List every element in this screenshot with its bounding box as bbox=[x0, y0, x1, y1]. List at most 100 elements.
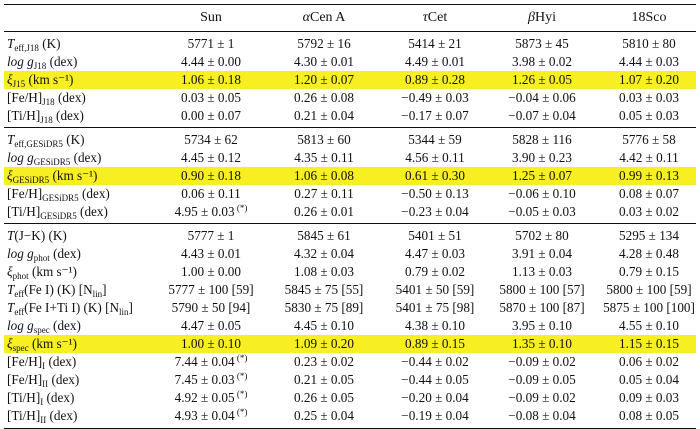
table-cell: −0.07 ± 0.04 bbox=[508, 108, 576, 123]
table-cell: 4.35 ± 0.11 bbox=[294, 150, 354, 165]
header-rule bbox=[4, 31, 696, 32]
row-label-unit: (dex) bbox=[78, 186, 110, 201]
row-label-subscript: I bbox=[42, 361, 46, 371]
row-label-unit: (km s⁻¹) bbox=[28, 336, 77, 351]
table-row: [Ti/H]I (dex) 4.92 ± 0.05 (*) 0.26 ± 0.05 −… bbox=[4, 389, 696, 407]
table-cell: 0.05 ± 0.04 bbox=[619, 372, 679, 387]
row-label: Teff,J18 (K) bbox=[7, 35, 61, 53]
row-label-unit: (dex) bbox=[76, 204, 108, 219]
row-label-unit: (dex) bbox=[48, 372, 80, 387]
row-label-symbol: [Ti/H] bbox=[7, 108, 41, 123]
table-cell: 5401 ± 51 bbox=[408, 228, 462, 243]
table-cell: 1.15 ± 0.15 bbox=[619, 336, 679, 351]
table-cell: 5828 ± 116 bbox=[512, 132, 572, 147]
table-row: log gspec (dex) 4.47 ± 0.05 4.45 ± 0.10 4.3… bbox=[4, 317, 696, 335]
row-label-subscript: eff bbox=[14, 307, 25, 317]
table-row: T(J−K) (K) 5777 ± 1 5845 ± 61 5401 ± 51 5702… bbox=[4, 227, 696, 245]
table-cell: 0.06 ± 0.11 bbox=[181, 186, 241, 201]
row-label-unit: (dex) bbox=[46, 408, 78, 423]
table-cell: 5295 ± 134 bbox=[619, 228, 679, 243]
footnote-marker: (*) bbox=[234, 203, 248, 213]
row-label-symbol: log g bbox=[7, 150, 34, 165]
table-row: [Fe/H]J18 (dex) 0.03 ± 0.05 0.26 ± 0.08 −0.… bbox=[4, 89, 696, 107]
row-label: ξspec (km s⁻¹) bbox=[7, 335, 77, 353]
row-label-symbol: T bbox=[7, 300, 15, 315]
table-cell: 4.45 ± 0.12 bbox=[181, 150, 241, 165]
row-label: [Fe/H]GESiDR5 (dex) bbox=[7, 185, 110, 203]
table-cell: −0.05 ± 0.03 bbox=[508, 204, 576, 219]
header-beta-hyi: βHyi bbox=[488, 8, 596, 28]
table-cell: 0.08 ± 0.05 bbox=[619, 408, 679, 423]
table-cell: 5344 ± 59 bbox=[408, 132, 462, 147]
table-cell: 0.03 ± 0.03 bbox=[619, 90, 679, 105]
table-cell: 1.00 ± 0.00 bbox=[181, 264, 241, 279]
table-cell: 4.92 ± 0.05 (*) bbox=[174, 389, 248, 406]
row-label-unit: (dex) bbox=[49, 318, 81, 333]
table-row: [Ti/H]GESiDR5 (dex) 4.95 ± 0.03 (*) 0.26 ±… bbox=[4, 203, 696, 221]
table-cell: −0.09 ± 0.02 bbox=[508, 390, 576, 405]
table-cell: 0.05 ± 0.03 bbox=[619, 108, 679, 123]
header-beta-symbol: β bbox=[528, 10, 535, 25]
row-label-symbol: ξ bbox=[7, 264, 13, 279]
section-rule bbox=[4, 223, 696, 224]
row-label-subscript: spec bbox=[33, 325, 50, 335]
table-cell: 1.08 ± 0.03 bbox=[294, 264, 354, 279]
table-cell: 4.56 ± 0.11 bbox=[405, 150, 465, 165]
row-label-symbol: T bbox=[7, 228, 15, 243]
table-cell: 1.06 ± 0.18 bbox=[181, 72, 241, 87]
header-tau-cet: τCet bbox=[382, 8, 488, 28]
row-label: ξphot (km s⁻¹) bbox=[7, 263, 77, 281]
row-label-unit: (dex) bbox=[54, 90, 86, 105]
table-cell: 4.93 ± 0.04 (*) bbox=[174, 407, 248, 424]
table-cell: 1.13 ± 0.03 bbox=[512, 264, 572, 279]
table-cell: 0.89 ± 0.28 bbox=[405, 72, 465, 87]
table-cell: −0.17 ± 0.07 bbox=[401, 108, 469, 123]
table-cell: −0.04 ± 0.06 bbox=[508, 90, 576, 105]
row-label-unit: (km s⁻¹) bbox=[25, 72, 74, 87]
row-label-symbol: log g bbox=[7, 318, 34, 333]
table-cell: −0.23 ± 0.04 bbox=[401, 204, 469, 219]
table-cell: 5792 ± 16 bbox=[297, 36, 351, 51]
row-label-unit: (Fe I+Ti I) (K) [N bbox=[24, 300, 120, 315]
table-row: [Fe/H]GESiDR5 (dex) 0.06 ± 0.11 0.27 ± 0.1… bbox=[4, 185, 696, 203]
table-cell: 4.47 ± 0.03 bbox=[405, 246, 465, 261]
table-cell: 5810 ± 80 bbox=[622, 36, 676, 51]
table-cell: 5873 ± 45 bbox=[515, 36, 569, 51]
table-row: ξGESiDR5 (km s⁻¹) 0.90 ± 0.18 1.06 ± 0.08 0… bbox=[4, 167, 696, 185]
row-label-symbol: [Ti/H] bbox=[7, 390, 41, 405]
table-cell: 0.90 ± 0.18 bbox=[181, 168, 241, 183]
table-row: [Ti/H]J18 (dex) 0.00 ± 0.07 0.21 ± 0.04 −0.… bbox=[4, 107, 696, 125]
row-label: Teff,GESiDR5 (K) bbox=[7, 131, 85, 149]
row-label-symbol: [Fe/H] bbox=[7, 90, 43, 105]
row-label-subscript: J15 bbox=[12, 79, 26, 89]
row-label-unit-tail: ] bbox=[102, 282, 107, 297]
row-label-subscript: GESiDR5 bbox=[42, 193, 79, 203]
row-label-subscript: GESiDR5 bbox=[40, 211, 77, 221]
header-sun: Sun bbox=[200, 10, 222, 25]
table-cell: 0.26 ± 0.01 bbox=[294, 204, 354, 219]
table-cell: 1.35 ± 0.10 bbox=[512, 336, 572, 351]
table-cell: −0.20 ± 0.04 bbox=[401, 390, 469, 405]
table-cell: 5401 ± 75 [98] bbox=[395, 300, 475, 315]
table-cell: 1.00 ± 0.10 bbox=[181, 336, 241, 351]
table-cell: 1.06 ± 0.08 bbox=[294, 168, 354, 183]
table-cell: 1.07 ± 0.20 bbox=[619, 72, 679, 87]
table-cell: 0.89 ± 0.15 bbox=[405, 336, 465, 351]
table-cell: −0.50 ± 0.13 bbox=[401, 186, 469, 201]
table-cell: 0.03 ± 0.05 bbox=[181, 90, 241, 105]
table-cell: 4.43 ± 0.01 bbox=[181, 246, 241, 261]
table-cell: 0.79 ± 0.15 bbox=[619, 264, 679, 279]
table-cell: −0.19 ± 0.04 bbox=[401, 408, 469, 423]
row-label: log gJ18 (dex) bbox=[7, 53, 77, 71]
row-label: [Fe/H]II (dex) bbox=[7, 371, 79, 389]
header-tau-symbol: τ bbox=[422, 10, 428, 25]
row-label-subscript: eff bbox=[14, 289, 25, 299]
table-row: [Ti/H]II (dex) 4.93 ± 0.04 (*) 0.25 ± 0.04… bbox=[4, 407, 696, 425]
table-row: ξJ15 (km s⁻¹) 1.06 ± 0.18 1.20 ± 0.07 0.89 … bbox=[4, 71, 696, 89]
table-cell: −0.44 ± 0.05 bbox=[401, 372, 469, 387]
row-label-subscript: I bbox=[40, 397, 44, 407]
row-label: log gphot (dex) bbox=[7, 245, 81, 263]
row-label-unit: (km s⁻¹) bbox=[49, 168, 98, 183]
row-label-unit: (dex) bbox=[52, 108, 84, 123]
table-cell: −0.44 ± 0.02 bbox=[401, 354, 469, 369]
